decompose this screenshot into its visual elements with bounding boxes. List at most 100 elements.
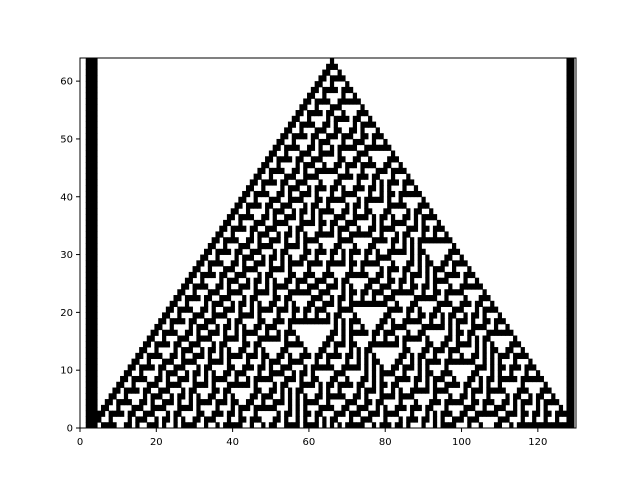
cell [249, 364, 254, 371]
cell [570, 289, 575, 296]
cell [242, 266, 247, 273]
cell [379, 266, 384, 273]
cell [570, 231, 575, 238]
cell [421, 202, 426, 209]
cell [158, 370, 163, 377]
cell [371, 370, 377, 377]
cell [207, 260, 213, 267]
cell [341, 370, 346, 377]
cell [219, 375, 224, 383]
cell [238, 214, 243, 221]
cell [253, 393, 258, 400]
cell [177, 381, 182, 388]
cell [272, 416, 277, 423]
cell [371, 277, 377, 284]
cell [230, 399, 235, 406]
cell [184, 358, 190, 365]
cell [345, 202, 350, 209]
cell [570, 237, 575, 244]
cell [295, 358, 300, 365]
cell [291, 214, 296, 221]
cell [379, 283, 384, 290]
cell [223, 323, 228, 331]
cell [284, 335, 289, 342]
cell [436, 306, 441, 313]
cell [261, 375, 266, 383]
cell [333, 104, 338, 111]
cell [85, 266, 90, 273]
cell [177, 393, 182, 400]
cell [406, 214, 411, 221]
cell [322, 416, 327, 423]
cell [394, 219, 399, 227]
cell [261, 289, 266, 296]
cell [341, 144, 346, 151]
x-tick-label: 20 [150, 437, 163, 448]
cell [455, 318, 461, 325]
cell [566, 69, 571, 76]
cell [337, 306, 342, 313]
cell [314, 127, 319, 134]
cell [425, 341, 430, 348]
cell [337, 179, 342, 186]
cell [459, 289, 464, 296]
cell [421, 352, 426, 360]
cell [329, 86, 335, 94]
cell [158, 364, 163, 371]
cell [245, 375, 251, 383]
cell [417, 352, 422, 360]
cell [410, 277, 415, 284]
cell [234, 225, 239, 232]
cell [394, 289, 399, 296]
cell [463, 410, 468, 417]
cell [85, 335, 90, 342]
cell [570, 283, 575, 290]
cell [322, 208, 327, 215]
cell [352, 364, 358, 371]
cell [85, 271, 90, 279]
cell [177, 375, 182, 383]
cell [402, 393, 407, 400]
cell [139, 375, 144, 383]
cell [188, 306, 193, 313]
cell [356, 393, 361, 400]
cell [444, 364, 449, 371]
cell [173, 364, 178, 371]
cell [425, 237, 430, 244]
cell [497, 364, 502, 371]
cell [204, 335, 209, 342]
cell [566, 312, 571, 319]
cell [85, 150, 90, 157]
cell [333, 86, 338, 94]
cell [467, 416, 472, 423]
cell [85, 404, 90, 412]
cell [249, 254, 254, 261]
cell [348, 410, 354, 417]
cell [226, 237, 232, 244]
cell [398, 196, 403, 203]
cell [284, 306, 289, 313]
cell [284, 295, 289, 302]
cell [570, 248, 575, 255]
cell [223, 266, 228, 273]
cell [375, 399, 380, 406]
cell [249, 214, 254, 221]
cell [85, 300, 90, 307]
cell [223, 335, 228, 342]
cell [352, 156, 358, 163]
cell [535, 422, 541, 429]
cell [89, 167, 94, 175]
cell [249, 231, 254, 238]
cell [432, 387, 438, 394]
cell [207, 399, 213, 406]
cell [371, 375, 377, 383]
cell [85, 156, 90, 163]
cell [429, 358, 434, 365]
cell [406, 312, 411, 319]
cell [379, 167, 384, 175]
cell [368, 347, 373, 354]
cell [89, 121, 94, 128]
cell [513, 341, 518, 348]
cell [257, 404, 262, 412]
cell [566, 98, 571, 105]
